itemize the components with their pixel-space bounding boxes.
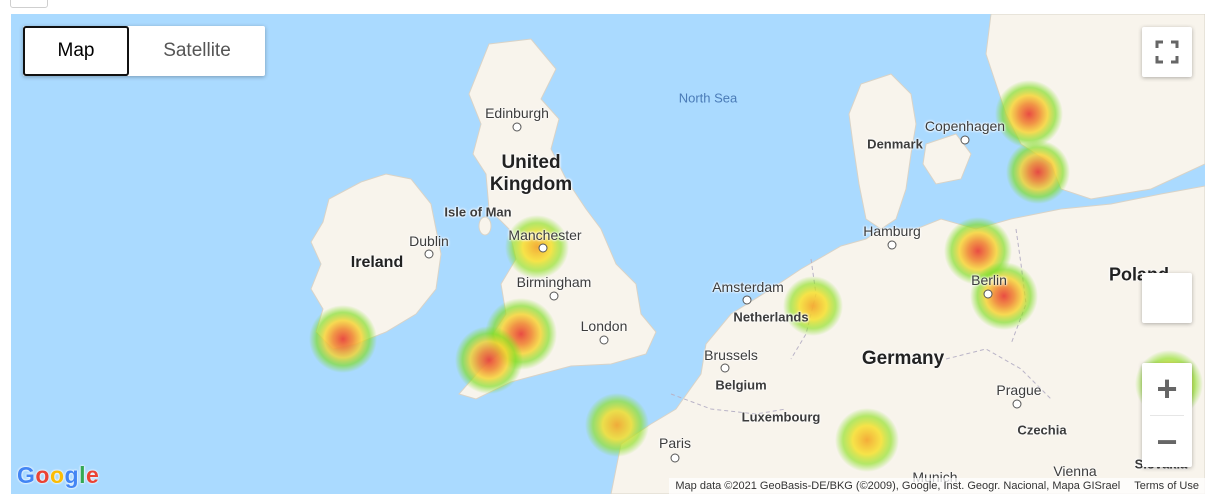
label-netherlands: Netherlands	[733, 309, 809, 325]
heat-berlin	[970, 262, 1038, 330]
city-dot-prague	[1012, 399, 1022, 409]
border-de-pl	[1010, 228, 1027, 345]
label-brussels: Brussels	[704, 347, 758, 363]
label-czechia: Czechia	[1017, 422, 1067, 438]
label-united-kingdom: United Kingdom	[489, 152, 573, 195]
city-dot-dublin	[424, 249, 434, 259]
city-dot-brussels	[720, 363, 730, 373]
map-attribution-bar: Map data ©2021 GeoBasis-DE/BKG (©2009), …	[669, 478, 1205, 494]
map-type-map-button[interactable]: Map	[23, 26, 129, 76]
city-dot-hamburg	[887, 240, 897, 250]
heat-swansea	[455, 326, 523, 394]
land-isle-of-man	[478, 216, 492, 236]
label-germany: Germany	[861, 348, 945, 369]
fullscreen-icon	[1155, 40, 1179, 64]
heat-normandy	[585, 393, 649, 457]
street-view-pegman-button[interactable]	[1142, 273, 1192, 323]
zoom-control: + −	[1142, 363, 1192, 467]
label-denmark: Denmark	[867, 136, 923, 152]
label-dublin: Dublin	[409, 233, 449, 249]
label-prague: Prague	[996, 382, 1042, 398]
city-dot-london	[599, 335, 609, 345]
label-birmingham: Birmingham	[516, 274, 592, 290]
label-amsterdam: Amsterdam	[712, 279, 784, 295]
zoom-in-button[interactable]: +	[1156, 368, 1178, 409]
city-dot-berlin	[983, 289, 993, 299]
map-type-control: Map Satellite	[23, 26, 265, 76]
city-dot-birmingham	[549, 291, 559, 301]
land-zealand	[922, 133, 972, 185]
label-hamburg: Hamburg	[863, 223, 921, 239]
map-canvas[interactable]: North Sea Edinburgh United Kingdom Isle …	[11, 14, 1205, 494]
label-london: London	[580, 318, 628, 334]
label-luxembourg: Luxembourg	[741, 409, 821, 425]
fullscreen-button[interactable]	[1142, 27, 1192, 77]
map-attribution-text: Map data ©2021 GeoBasis-DE/BKG (©2009), …	[675, 480, 1121, 492]
heat-stuttgart	[835, 408, 899, 472]
heat-malmo	[995, 80, 1063, 148]
label-copenhagen: Copenhagen	[924, 118, 1006, 134]
label-edinburgh: Edinburgh	[485, 105, 549, 121]
label-berlin: Berlin	[971, 272, 1007, 288]
heat-netherlands	[783, 276, 843, 336]
city-dot-manchester	[538, 243, 548, 253]
heat-sweden-south	[1006, 140, 1070, 204]
land-denmark	[848, 73, 917, 230]
zoom-divider	[1150, 415, 1184, 416]
land-continent	[610, 185, 1205, 494]
city-dot-copenhagen	[960, 135, 970, 145]
label-paris: Paris	[659, 435, 691, 451]
city-dot-paris	[670, 453, 680, 463]
map-type-satellite-button[interactable]: Satellite	[163, 40, 231, 61]
label-vienna: Vienna	[1053, 463, 1097, 479]
label-ireland: Ireland	[350, 254, 404, 271]
city-dot-amsterdam	[742, 295, 752, 305]
label-belgium: Belgium	[715, 377, 767, 393]
zoom-out-button[interactable]: −	[1156, 421, 1178, 462]
heat-cork	[309, 305, 377, 373]
page-control-box	[10, 0, 48, 8]
google-logo: Google	[17, 462, 100, 488]
city-dot-edinburgh	[512, 122, 522, 132]
label-manchester: Manchester	[508, 227, 582, 243]
terms-of-use-link[interactable]: Terms of Use	[1134, 480, 1199, 492]
heat-manchester	[505, 215, 569, 279]
border-be-fr	[670, 393, 787, 415]
label-north-sea: North Sea	[678, 90, 738, 106]
label-isle-of-man: Isle of Man	[444, 204, 512, 220]
